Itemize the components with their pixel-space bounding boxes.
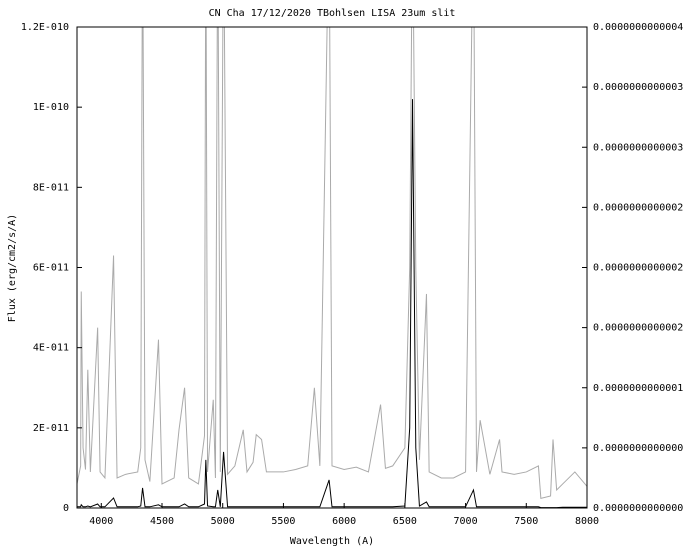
x-tick-label: 4000: [89, 516, 113, 527]
y2-tick-label: 0.0000000000002: [593, 323, 683, 334]
y2-tick-label: 0.0000000000002: [593, 202, 683, 213]
spectrum-line: [77, 27, 587, 500]
x-tick-label: 5500: [271, 516, 295, 527]
y-tick-label: 4E-011: [33, 343, 69, 354]
y2-tick-label: 0.0000000000003: [593, 82, 683, 93]
y2-tick-label: 0.0000000000001: [593, 383, 683, 394]
y-tick-label: 1.2E-010: [21, 22, 69, 33]
y2-tick-label: 0.0000000000004: [593, 22, 683, 33]
x-tick-label: 8000: [575, 516, 599, 527]
y-tick-label: 6E-011: [33, 263, 69, 274]
y-tick-label: 1E-010: [33, 102, 69, 113]
y-tick-label: 2E-011: [33, 423, 69, 434]
y-tick-label: 8E-011: [33, 182, 69, 193]
spectrum-line: [77, 99, 587, 508]
y2-tick-label: 0.0000000000002: [593, 263, 683, 274]
plot-area: [77, 27, 587, 508]
y-tick-label: 0: [63, 503, 69, 514]
chart-title: CN Cha 17/12/2020 TBohlsen LISA 23um sli…: [209, 8, 456, 19]
x-tick-label: 6500: [393, 516, 417, 527]
x-tick-label: 6000: [332, 516, 356, 527]
y2-tick-label: 0.0000000000000: [593, 443, 683, 454]
x-tick-label: 4500: [150, 516, 174, 527]
x-tick-label: 5000: [211, 516, 235, 527]
y-axis-title: Flux (erg/cm2/s/A): [7, 214, 18, 322]
x-axis-title: Wavelength (A): [290, 536, 374, 547]
y2-tick-label: 0.0000000000003: [593, 142, 683, 153]
x-tick-label: 7500: [514, 516, 538, 527]
y2-tick-label: 0.0000000000000: [593, 503, 683, 514]
x-tick-label: 7000: [454, 516, 478, 527]
